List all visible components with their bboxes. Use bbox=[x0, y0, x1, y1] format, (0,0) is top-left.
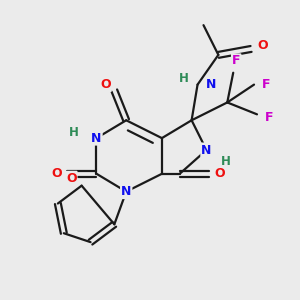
Text: O: O bbox=[51, 167, 62, 180]
Text: O: O bbox=[214, 167, 225, 180]
Text: H: H bbox=[221, 155, 231, 168]
Text: O: O bbox=[66, 172, 76, 185]
Text: N: N bbox=[121, 185, 131, 198]
Text: N: N bbox=[206, 78, 216, 91]
Text: F: F bbox=[265, 111, 273, 124]
Text: H: H bbox=[179, 72, 189, 85]
Text: N: N bbox=[91, 132, 102, 145]
Text: F: F bbox=[232, 54, 240, 67]
Text: O: O bbox=[258, 40, 268, 52]
Text: F: F bbox=[262, 78, 270, 91]
Text: N: N bbox=[201, 143, 212, 157]
Text: H: H bbox=[69, 126, 79, 139]
Text: O: O bbox=[100, 78, 111, 91]
